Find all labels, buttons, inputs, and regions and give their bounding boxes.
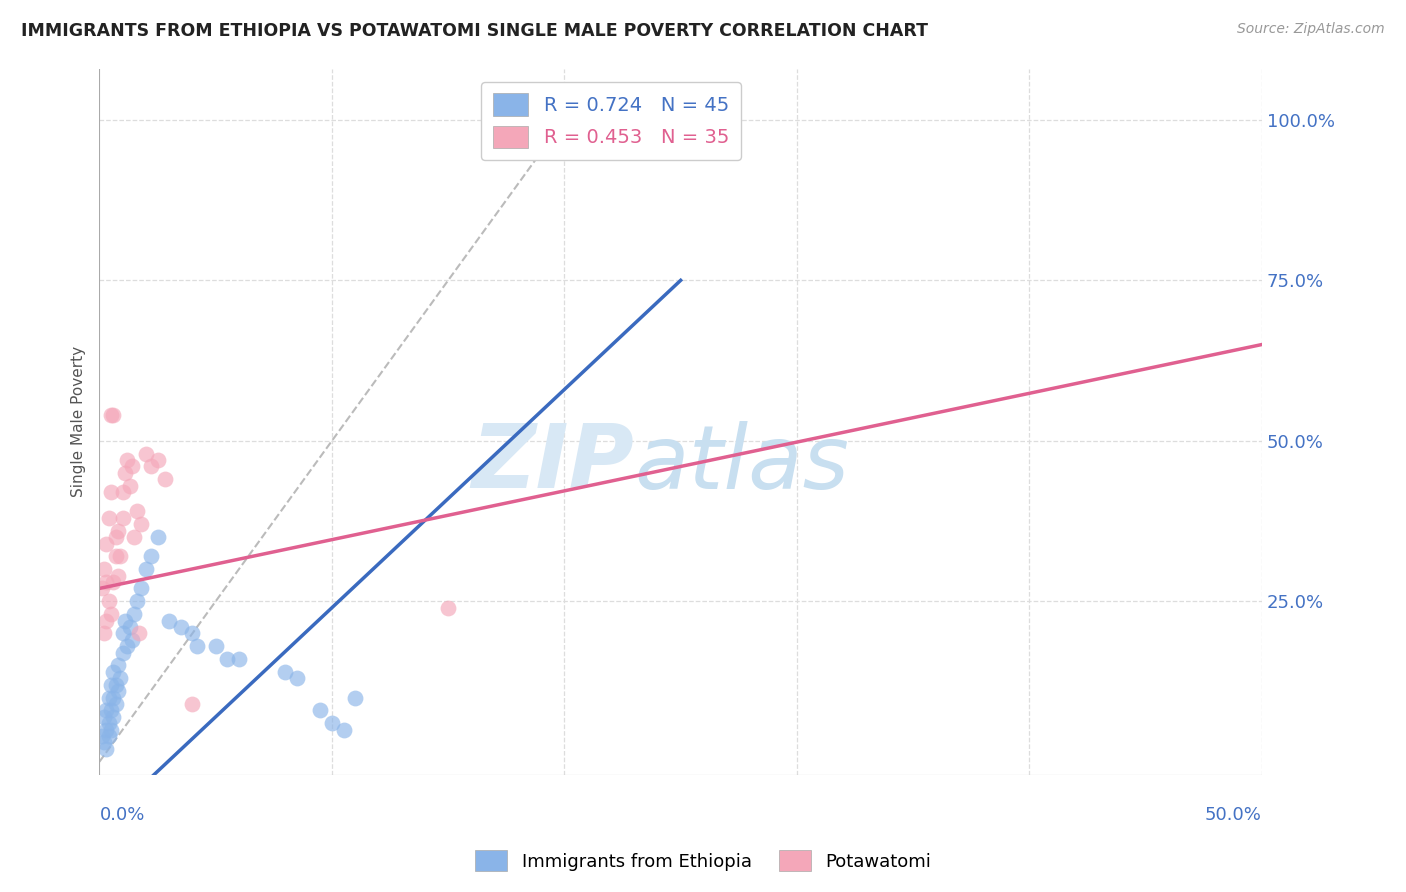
Point [170, 620, 193, 634]
Legend: R = 0.724   N = 45, R = 0.453   N = 35: R = 0.724 N = 45, R = 0.453 N = 35 [481, 82, 741, 160]
Point [344, 690, 367, 705]
Point [111, 646, 134, 660]
Text: 0.0%: 0.0% [100, 806, 145, 824]
Point [96, 723, 118, 737]
Point [217, 652, 239, 666]
Point [186, 639, 208, 653]
Point [135, 447, 157, 461]
Point [100, 678, 122, 692]
Point [204, 639, 226, 653]
Point [117, 639, 139, 653]
Point [97, 690, 120, 705]
Point [111, 626, 134, 640]
Point [97, 594, 120, 608]
Point [100, 408, 122, 422]
Point [96, 574, 118, 589]
Point [96, 703, 118, 717]
Point [107, 524, 129, 538]
Point [103, 665, 125, 679]
Text: 50.0%: 50.0% [1205, 806, 1263, 824]
Point [110, 671, 132, 685]
Point [146, 453, 169, 467]
Point [107, 568, 129, 582]
Point [146, 530, 169, 544]
Point [93, 710, 115, 724]
Point [157, 614, 180, 628]
Text: IMMIGRANTS FROM ETHIOPIA VS POTAWATOMI SINGLE MALE POVERTY CORRELATION CHART: IMMIGRANTS FROM ETHIOPIA VS POTAWATOMI S… [21, 22, 928, 40]
Point [121, 459, 143, 474]
Point [129, 582, 152, 596]
Point [96, 614, 118, 628]
Point [103, 408, 125, 422]
Point [97, 716, 120, 731]
Point [135, 562, 157, 576]
Point [181, 697, 204, 711]
Point [117, 453, 139, 467]
Point [139, 459, 162, 474]
Point [332, 723, 354, 737]
Point [181, 626, 204, 640]
Point [139, 549, 162, 564]
Point [114, 614, 136, 628]
Point [118, 620, 141, 634]
Point [90, 582, 112, 596]
Point [437, 600, 460, 615]
Point [100, 485, 122, 500]
Y-axis label: Single Male Poverty: Single Male Poverty [72, 346, 86, 497]
Point [100, 607, 122, 621]
Point [285, 671, 308, 685]
Point [124, 530, 146, 544]
Point [121, 632, 143, 647]
Point [124, 607, 146, 621]
Point [103, 574, 125, 589]
Point [107, 658, 129, 673]
Point [111, 511, 134, 525]
Point [93, 626, 115, 640]
Point [114, 466, 136, 480]
Point [107, 684, 129, 698]
Point [100, 703, 122, 717]
Point [228, 652, 250, 666]
Legend: Immigrants from Ethiopia, Potawatomi: Immigrants from Ethiopia, Potawatomi [467, 843, 939, 879]
Point [118, 479, 141, 493]
Text: atlas: atlas [634, 421, 849, 507]
Point [309, 703, 332, 717]
Point [96, 536, 118, 550]
Point [110, 549, 132, 564]
Point [97, 729, 120, 743]
Point [103, 690, 125, 705]
Point [553, 112, 575, 127]
Point [128, 626, 150, 640]
Point [90, 729, 112, 743]
Point [111, 485, 134, 500]
Point [153, 472, 176, 486]
Text: ZIP: ZIP [471, 420, 634, 508]
Point [96, 742, 118, 756]
Point [104, 678, 127, 692]
Point [129, 517, 152, 532]
Point [274, 665, 297, 679]
Point [125, 504, 148, 518]
Point [93, 735, 115, 749]
Text: Source: ZipAtlas.com: Source: ZipAtlas.com [1237, 22, 1385, 37]
Point [103, 710, 125, 724]
Point [104, 697, 127, 711]
Point [104, 530, 127, 544]
Point [93, 562, 115, 576]
Point [104, 549, 127, 564]
Point [97, 511, 120, 525]
Point [125, 594, 148, 608]
Point [321, 716, 343, 731]
Point [100, 723, 122, 737]
